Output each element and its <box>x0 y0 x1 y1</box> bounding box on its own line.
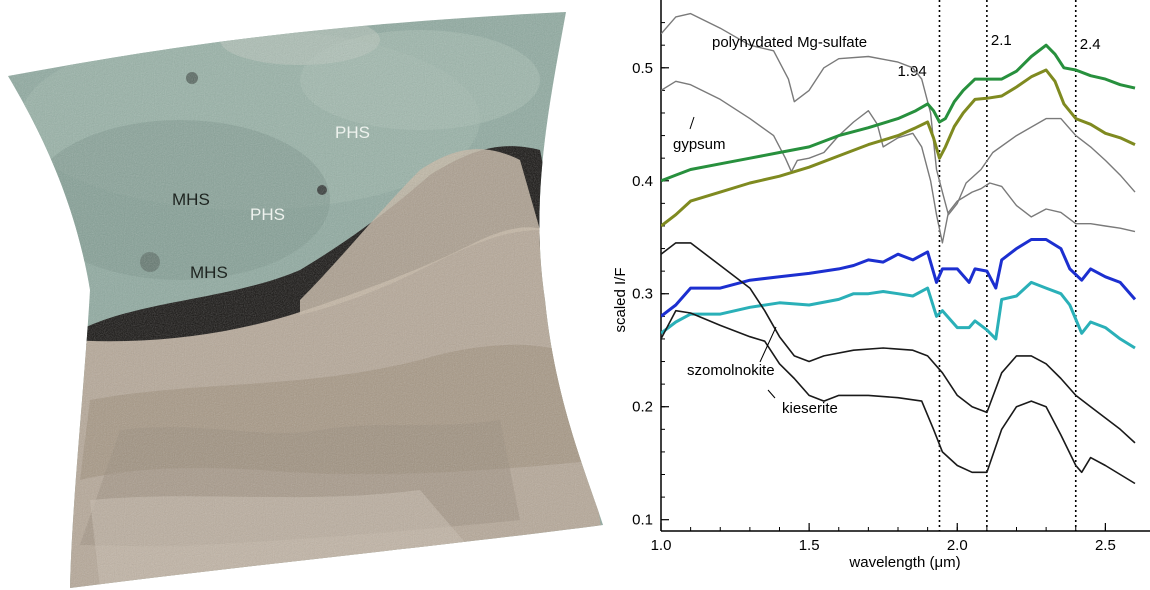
y-axis-label: scaled I/F <box>612 267 629 332</box>
series-lines <box>661 12 1137 485</box>
annotation-kieserite: kieserite <box>782 400 838 417</box>
series-line-1 <box>661 80 1136 244</box>
label-phs-mid: PHS <box>250 205 285 224</box>
y-tick-label: 0.1 <box>632 512 653 529</box>
reference-line-label: 2.1 <box>991 32 1012 49</box>
annotation-mg-sulfate: polyhydated Mg-sulfate <box>712 34 867 51</box>
y-tick-label: 0.3 <box>632 286 653 303</box>
label-mhs-left: MHS <box>172 190 210 209</box>
leader-gypsum <box>689 116 695 130</box>
y-tick-label: 0.4 <box>632 173 653 190</box>
reference-lines <box>938 0 1077 531</box>
tick-labels: 1.0 1.5 2.0 2.5 0.1 0.2 0.3 0.4 0.5 <box>632 60 1116 554</box>
series-line-7 <box>661 309 1136 485</box>
ticks <box>660 22 1106 531</box>
y-tick-label: 0.2 <box>632 399 653 416</box>
series-line-4 <box>661 238 1137 318</box>
chart: 1.0 1.5 2.0 2.5 0.1 0.2 0.3 0.4 0.5 1.94 2.1 2.4 p… <box>612 0 1150 571</box>
reference-line-label: 2.4 <box>1080 36 1101 53</box>
x-tick-label: 1.5 <box>799 537 820 554</box>
label-phs-top: PHS <box>335 123 370 142</box>
series-line-5 <box>661 280 1136 350</box>
x-tick-label: 1.0 <box>651 537 672 554</box>
x-tick-label: 2.0 <box>947 537 968 554</box>
reference-line-labels: 1.94 2.1 2.4 <box>897 32 1100 80</box>
terrain-image <box>8 12 603 588</box>
label-mhs-bottom: MHS <box>190 263 228 282</box>
y-tick-label: 0.5 <box>632 60 653 77</box>
annotation-szomolnokite: szomolnokite <box>687 362 775 379</box>
annotation-gypsum: gypsum <box>673 136 726 153</box>
series-line-6 <box>661 242 1136 444</box>
x-axis-label: wavelength (μm) <box>848 554 960 571</box>
leader-kieserite <box>767 389 776 399</box>
terrain-labels: PHS MHS PHS MHS <box>172 123 370 282</box>
reference-line-label: 1.94 <box>897 63 926 80</box>
series-line-0 <box>661 12 1136 216</box>
leader-szomolnokite <box>759 326 777 363</box>
series-line-3 <box>661 68 1136 228</box>
series-line-2 <box>661 43 1136 183</box>
x-tick-label: 2.5 <box>1095 537 1116 554</box>
